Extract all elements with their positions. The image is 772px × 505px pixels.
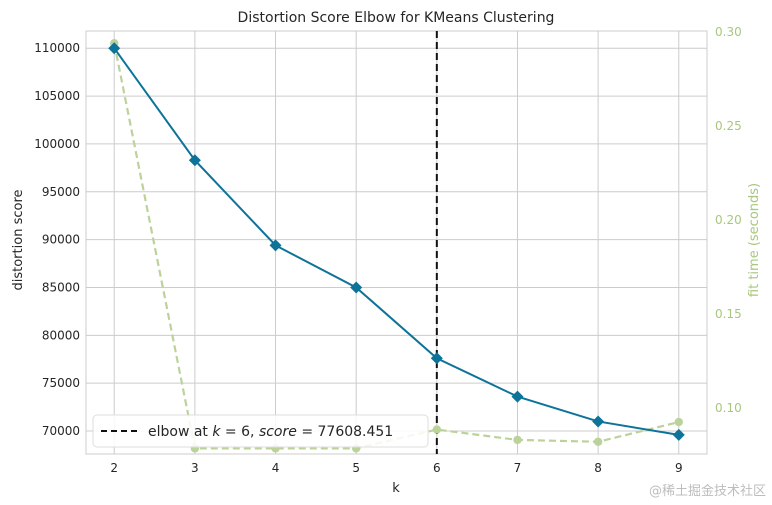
y-right-tick-label: 0.30 bbox=[715, 25, 742, 39]
y-tick-label: 100000 bbox=[34, 137, 80, 151]
y-tick-labels: 70000 75000 80000 85000 90000 95000 100000 1050… bbox=[34, 41, 80, 438]
legend-k-value: = 6, bbox=[220, 424, 258, 440]
legend-prefix: elbow at bbox=[148, 424, 212, 440]
legend-k-symbol: k bbox=[212, 424, 221, 440]
legend-box bbox=[92, 414, 429, 448]
fit-time-point bbox=[593, 437, 603, 446]
y-right-tick-labels: 0.10 0.15 0.20 0.25 0.30 bbox=[715, 25, 742, 415]
legend-score-symbol: score bbox=[259, 424, 297, 440]
distortion-point bbox=[672, 428, 685, 441]
y-tick-label: 95000 bbox=[42, 185, 80, 199]
watermark: @稀土掘金技术社区 bbox=[648, 484, 766, 499]
legend-score-value: = 77608.451 bbox=[297, 424, 393, 440]
fit-time-point bbox=[513, 435, 522, 445]
grid-lines bbox=[86, 31, 707, 454]
y-tick-label: 110000 bbox=[34, 41, 80, 55]
y-tick-label: 105000 bbox=[34, 89, 80, 103]
y-tick-label: 75000 bbox=[42, 376, 80, 390]
legend-label: elbow at k = 6, score = 77608.451 bbox=[148, 424, 393, 440]
fit-time-point bbox=[674, 417, 683, 427]
series-layer bbox=[108, 39, 685, 453]
y-right-tick-label: 0.15 bbox=[715, 307, 742, 321]
distortion-point bbox=[188, 154, 201, 167]
distortion-point bbox=[350, 281, 363, 294]
y-right-axis-label: fit time (seconds) bbox=[747, 183, 762, 297]
fit-time-point bbox=[432, 425, 442, 434]
chart-title: Distortion Score Elbow for KMeans Cluste… bbox=[238, 10, 555, 26]
y-right-tick-label: 0.20 bbox=[715, 213, 742, 227]
distortion-point bbox=[269, 239, 282, 252]
x-tick-labels: 2 3 4 5 6 7 8 9 bbox=[110, 461, 682, 475]
distortion-point bbox=[430, 352, 443, 365]
distortion-point bbox=[592, 415, 605, 428]
x-tick-label: 5 bbox=[352, 461, 360, 475]
y-axis-label: distortion score bbox=[11, 190, 26, 291]
y-right-tick-label: 0.25 bbox=[715, 119, 742, 133]
distortion-point bbox=[108, 42, 121, 55]
x-tick-label: 9 bbox=[675, 461, 683, 475]
x-tick-label: 7 bbox=[514, 461, 522, 475]
x-tick-label: 2 bbox=[110, 461, 118, 475]
y-tick-label: 90000 bbox=[42, 233, 80, 247]
x-tick-label: 8 bbox=[594, 461, 602, 475]
y-right-tick-label: 0.10 bbox=[715, 401, 742, 415]
distortion-point bbox=[511, 390, 524, 403]
plot-frame bbox=[85, 30, 708, 455]
x-tick-label: 6 bbox=[433, 461, 441, 475]
y-tick-label: 85000 bbox=[42, 280, 80, 294]
x-tick-label: 3 bbox=[191, 461, 199, 475]
y-tick-label: 70000 bbox=[42, 424, 80, 438]
y-tick-label: 80000 bbox=[42, 328, 80, 342]
fit-time-line bbox=[113, 43, 680, 450]
distortion-line bbox=[113, 47, 679, 436]
legend: elbow at k = 6, score = 77608.451 bbox=[92, 414, 429, 448]
x-axis-label: k bbox=[392, 481, 400, 496]
x-tick-label: 4 bbox=[272, 461, 280, 475]
